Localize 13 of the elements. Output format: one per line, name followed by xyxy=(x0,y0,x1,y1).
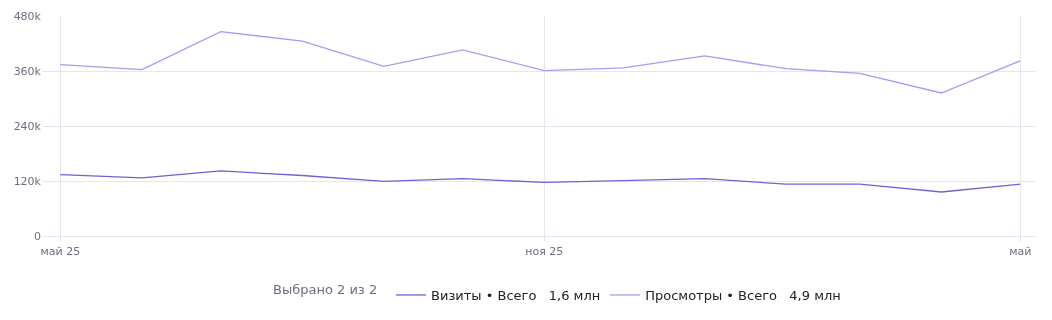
y-tick-label: 480k xyxy=(13,9,42,23)
y-tick-label: 120k xyxy=(13,174,42,188)
x-tick-label: май xyxy=(1009,245,1032,259)
text: Выбрано 2 из 2 xyxy=(273,282,378,297)
line-series xyxy=(59,30,1021,94)
x-tick-label: ноя 25 xyxy=(525,245,564,259)
y-tick-label: 0 xyxy=(34,229,41,243)
legend-label: Визиты • Всего 1,6 млн xyxy=(431,288,601,304)
y-tick-label: 240k xyxy=(13,119,42,133)
line-series xyxy=(59,170,1021,193)
legend-label: Просмотры • Всего 4,9 млн xyxy=(645,288,841,304)
y-tick-label: 360k xyxy=(13,64,42,78)
x-tick-label: май 25 xyxy=(40,245,81,259)
